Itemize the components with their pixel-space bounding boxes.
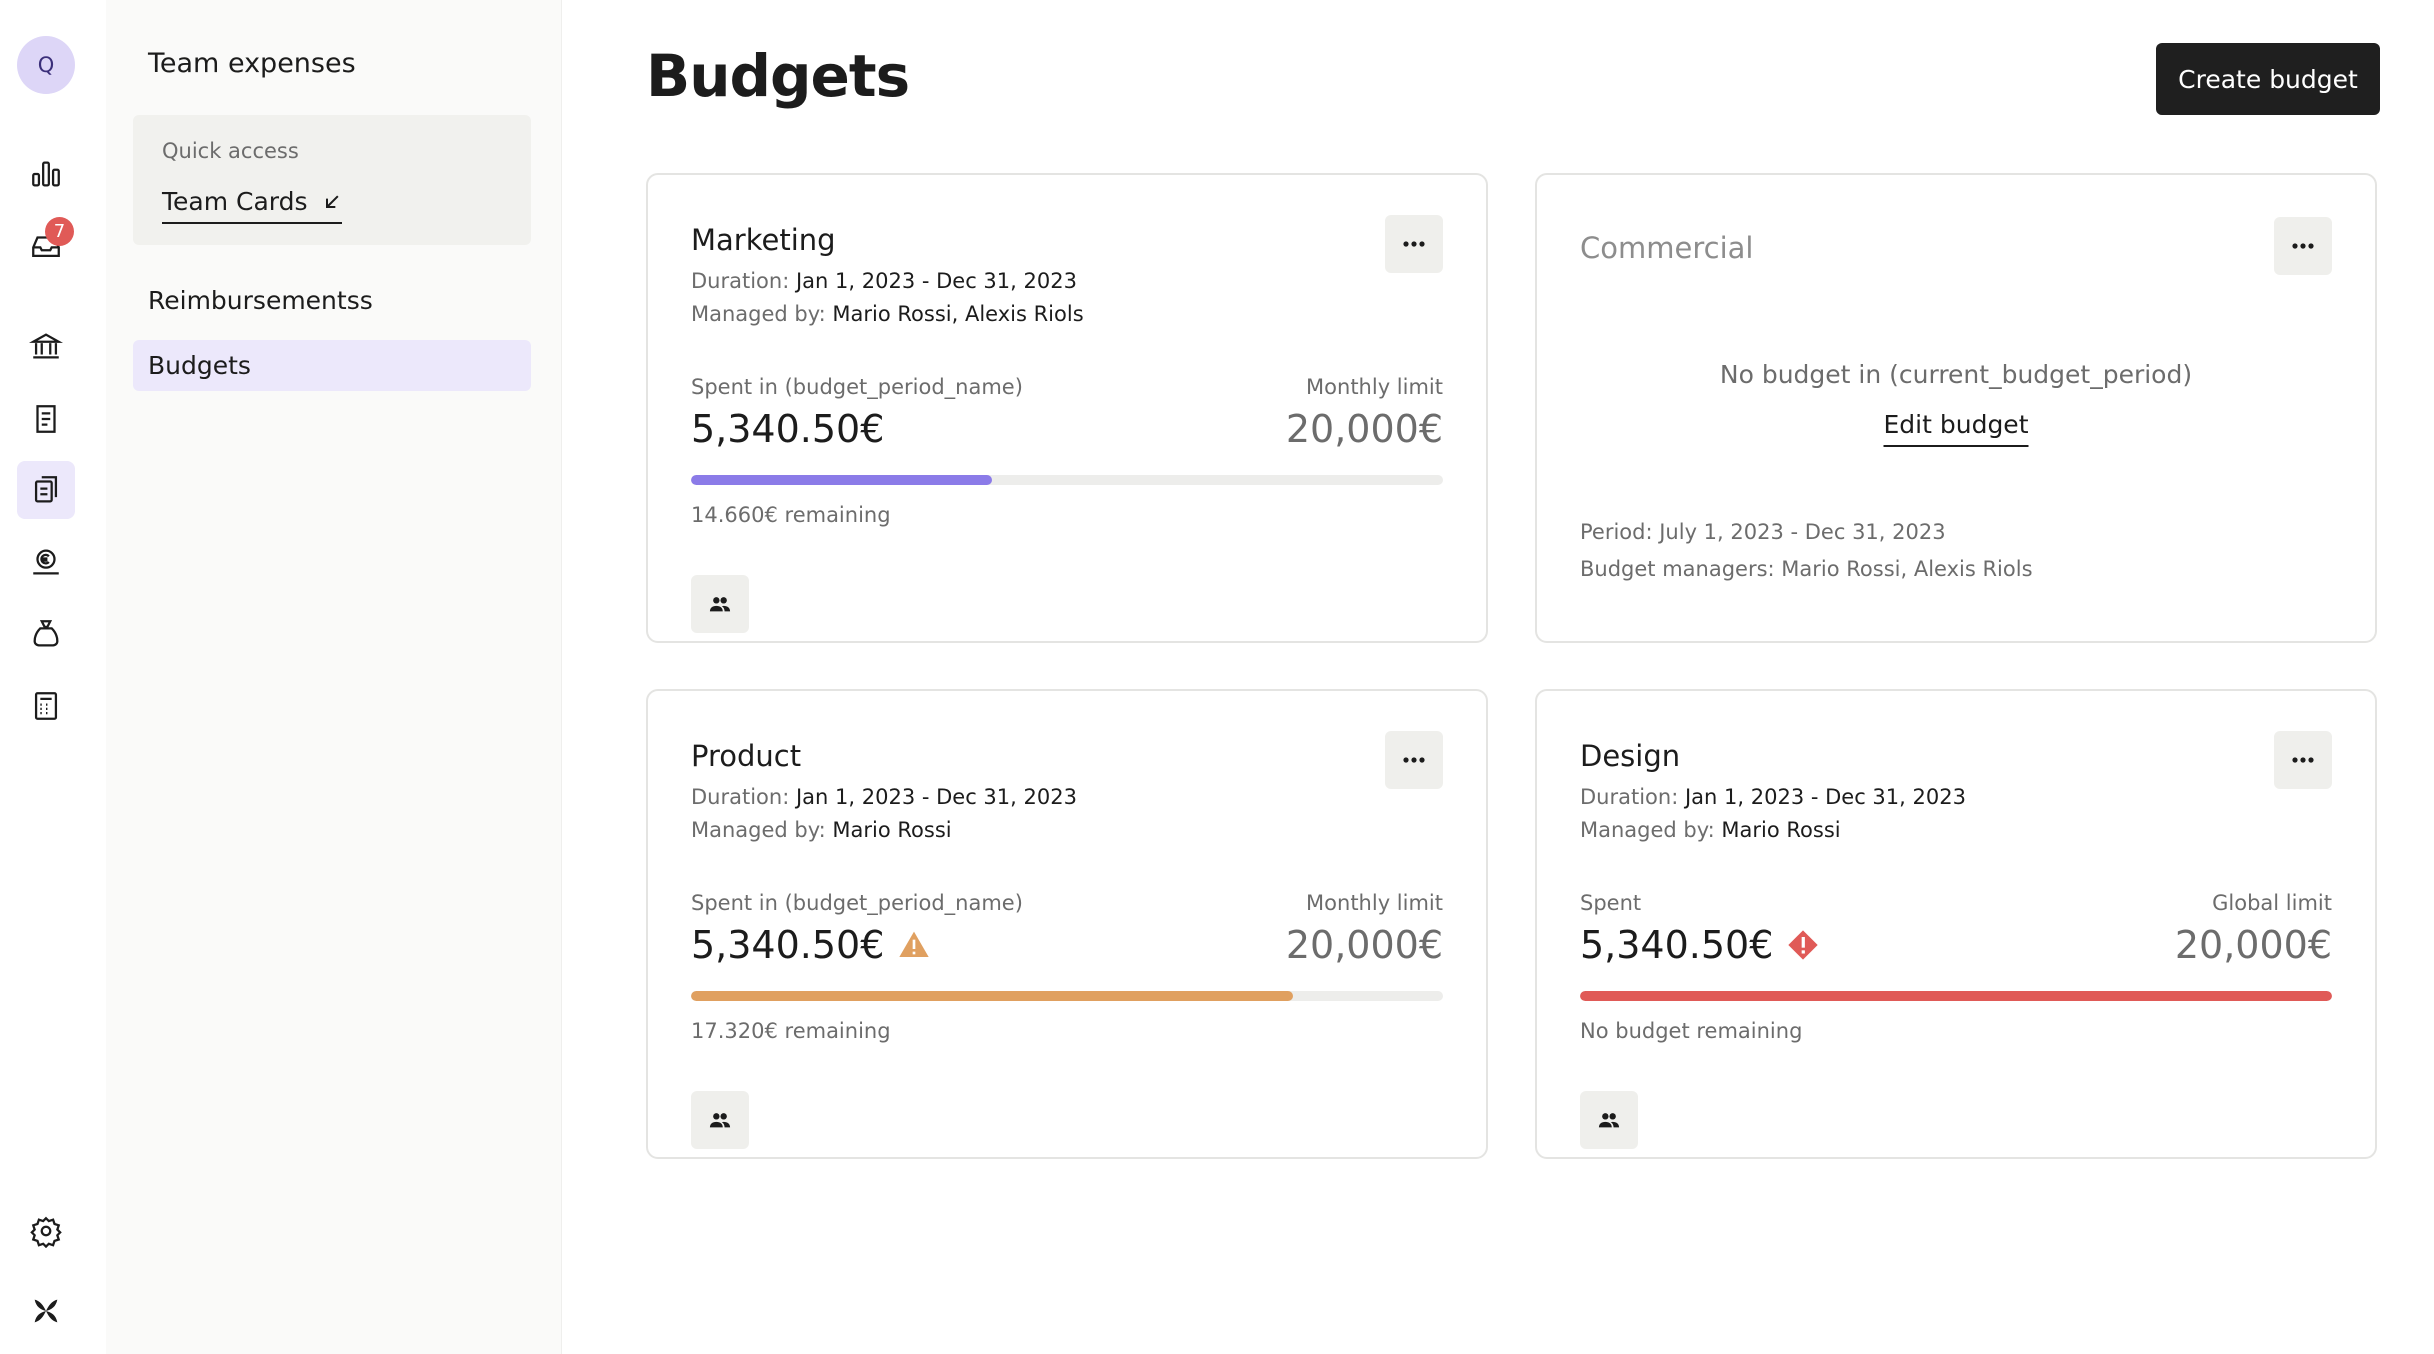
duration-label: Duration: [691,785,790,809]
progress-bar [1580,991,2332,1001]
avatar[interactable]: Q [17,36,75,94]
duration-label: Duration: [1580,785,1679,809]
duration-value: Jan 1, 2023 - Dec 31, 2023 [1684,785,1966,809]
team-button[interactable] [691,575,749,633]
progress-bar [691,991,1443,1001]
progress-bar [691,475,1443,485]
duration-row: Duration: Jan 1, 2023 - Dec 31, 2023 [1580,785,1966,809]
budget-card-design[interactable]: Design Duration: Jan 1, 2023 - Dec 31, 2… [1535,689,2377,1159]
spent-value: 5,340.50€ [691,407,885,451]
documents-icon[interactable] [17,461,75,519]
team-button[interactable] [691,1091,749,1149]
page-title: Budgets [646,42,910,110]
limit-label: Monthly limit [1306,375,1443,399]
money-bag-icon[interactable] [20,608,72,660]
period-text: Period: July 1, 2023 - Dec 31, 2023 [1580,520,1946,544]
sidebar-title: Team expenses [148,48,356,79]
progress-fill [691,475,992,485]
team-icon [1598,1113,1620,1128]
quick-access-label: Quick access [162,139,299,163]
ellipsis-icon [1403,757,1425,763]
spent-value: 5,340.50€ [1580,923,1774,967]
more-options-button[interactable] [1385,215,1443,273]
duration-value: Jan 1, 2023 - Dec 31, 2023 [795,269,1077,293]
limit-label: Global limit [2212,891,2332,915]
limit-amount: 20,000€ [1285,407,1443,451]
team-cards-link[interactable]: Team Cards [162,187,342,224]
budget-card-product[interactable]: Product Duration: Jan 1, 2023 - Dec 31, … [646,689,1488,1159]
quick-access-panel: Quick access Team Cards [133,115,531,245]
icon-rail: Q 7 [0,0,106,1354]
bank-icon[interactable] [20,320,72,372]
notification-badge: 7 [45,217,74,246]
more-options-button[interactable] [2274,217,2332,275]
euro-hand-icon[interactable] [20,536,72,588]
spent-amount: 5,340.50€ [691,407,884,451]
analytics-icon[interactable] [20,148,72,200]
limit-amount: 20,000€ [2174,923,2332,967]
managers-value: Mario Rossi [1721,818,1841,842]
duration-row: Duration: Jan 1, 2023 - Dec 31, 2023 [691,785,1077,809]
ellipsis-icon [2292,757,2314,763]
arrow-down-left-icon [325,194,339,208]
managers-row: Managed by: Mario Rossi [691,818,952,842]
ellipsis-icon [2292,243,2314,249]
no-budget-text: No budget in (current_budget_period) [1719,360,2193,389]
duration-label: Duration: [691,269,790,293]
sidebar-item-reimbursements[interactable]: Reimbursementss [148,286,373,315]
logo-icon [20,1285,72,1337]
edit-budget-link[interactable]: Edit budget [1883,410,2029,447]
spent-label: Spent in (budget_period_name) [691,375,1023,399]
progress-fill [691,991,1293,1001]
remaining-text: 14.660€ remaining [691,503,891,527]
more-options-button[interactable] [2274,731,2332,789]
spent-label: Spent [1580,891,1642,915]
settings-icon[interactable] [20,1205,72,1257]
managed-label: Managed by: [691,818,826,842]
spent-amount: 5,340.50€ [1580,923,1819,967]
calculator-icon[interactable] [20,680,72,732]
managers-value: Mario Rossi [832,818,952,842]
progress-fill [1580,991,2332,1001]
budget-name: Design [1580,739,1681,773]
managed-label: Managed by: [1580,818,1715,842]
budget-managers-text: Budget managers: Mario Rossi, Alexis Rio… [1580,557,2033,581]
team-button[interactable] [1580,1091,1638,1149]
inbox-icon[interactable] [20,220,72,272]
error-icon [1788,930,1819,960]
spent-amount: 5,340.50€ [691,923,930,967]
budget-name: Commercial [1580,231,1754,265]
remaining-text: 17.320€ remaining [691,1019,891,1043]
team-icon [709,1113,731,1128]
create-budget-button[interactable]: Create budget [2156,43,2380,115]
team-expenses-sidebar: Team expenses Quick access Team Cards Re… [106,0,562,1354]
managers-row: Managed by: Mario Rossi [1580,818,1841,842]
duration-value: Jan 1, 2023 - Dec 31, 2023 [795,785,1077,809]
duration-row: Duration: Jan 1, 2023 - Dec 31, 2023 [691,269,1077,293]
budget-card-commercial[interactable]: Commercial No budget in (current_budget_… [1535,173,2377,643]
managed-label: Managed by: [691,302,826,326]
limit-amount: 20,000€ [1285,923,1443,967]
team-cards-label: Team Cards [162,187,308,216]
budget-card-marketing[interactable]: Marketing Duration: Jan 1, 2023 - Dec 31… [646,173,1488,643]
sidebar-item-budgets[interactable]: Budgets [133,340,531,391]
ellipsis-icon [1403,241,1425,247]
warning-icon [899,931,930,957]
managers-row: Managed by: Mario Rossi, Alexis Riols [691,302,1084,326]
remaining-text: No budget remaining [1580,1019,1803,1043]
spent-value: 5,340.50€ [691,923,885,967]
spent-label: Spent in (budget_period_name) [691,891,1023,915]
more-options-button[interactable] [1385,731,1443,789]
budget-name: Marketing [691,223,836,257]
team-icon [709,597,731,612]
managers-value: Mario Rossi, Alexis Riols [832,302,1084,326]
limit-label: Monthly limit [1306,891,1443,915]
receipt-icon[interactable] [20,393,72,445]
budget-name: Product [691,739,802,773]
